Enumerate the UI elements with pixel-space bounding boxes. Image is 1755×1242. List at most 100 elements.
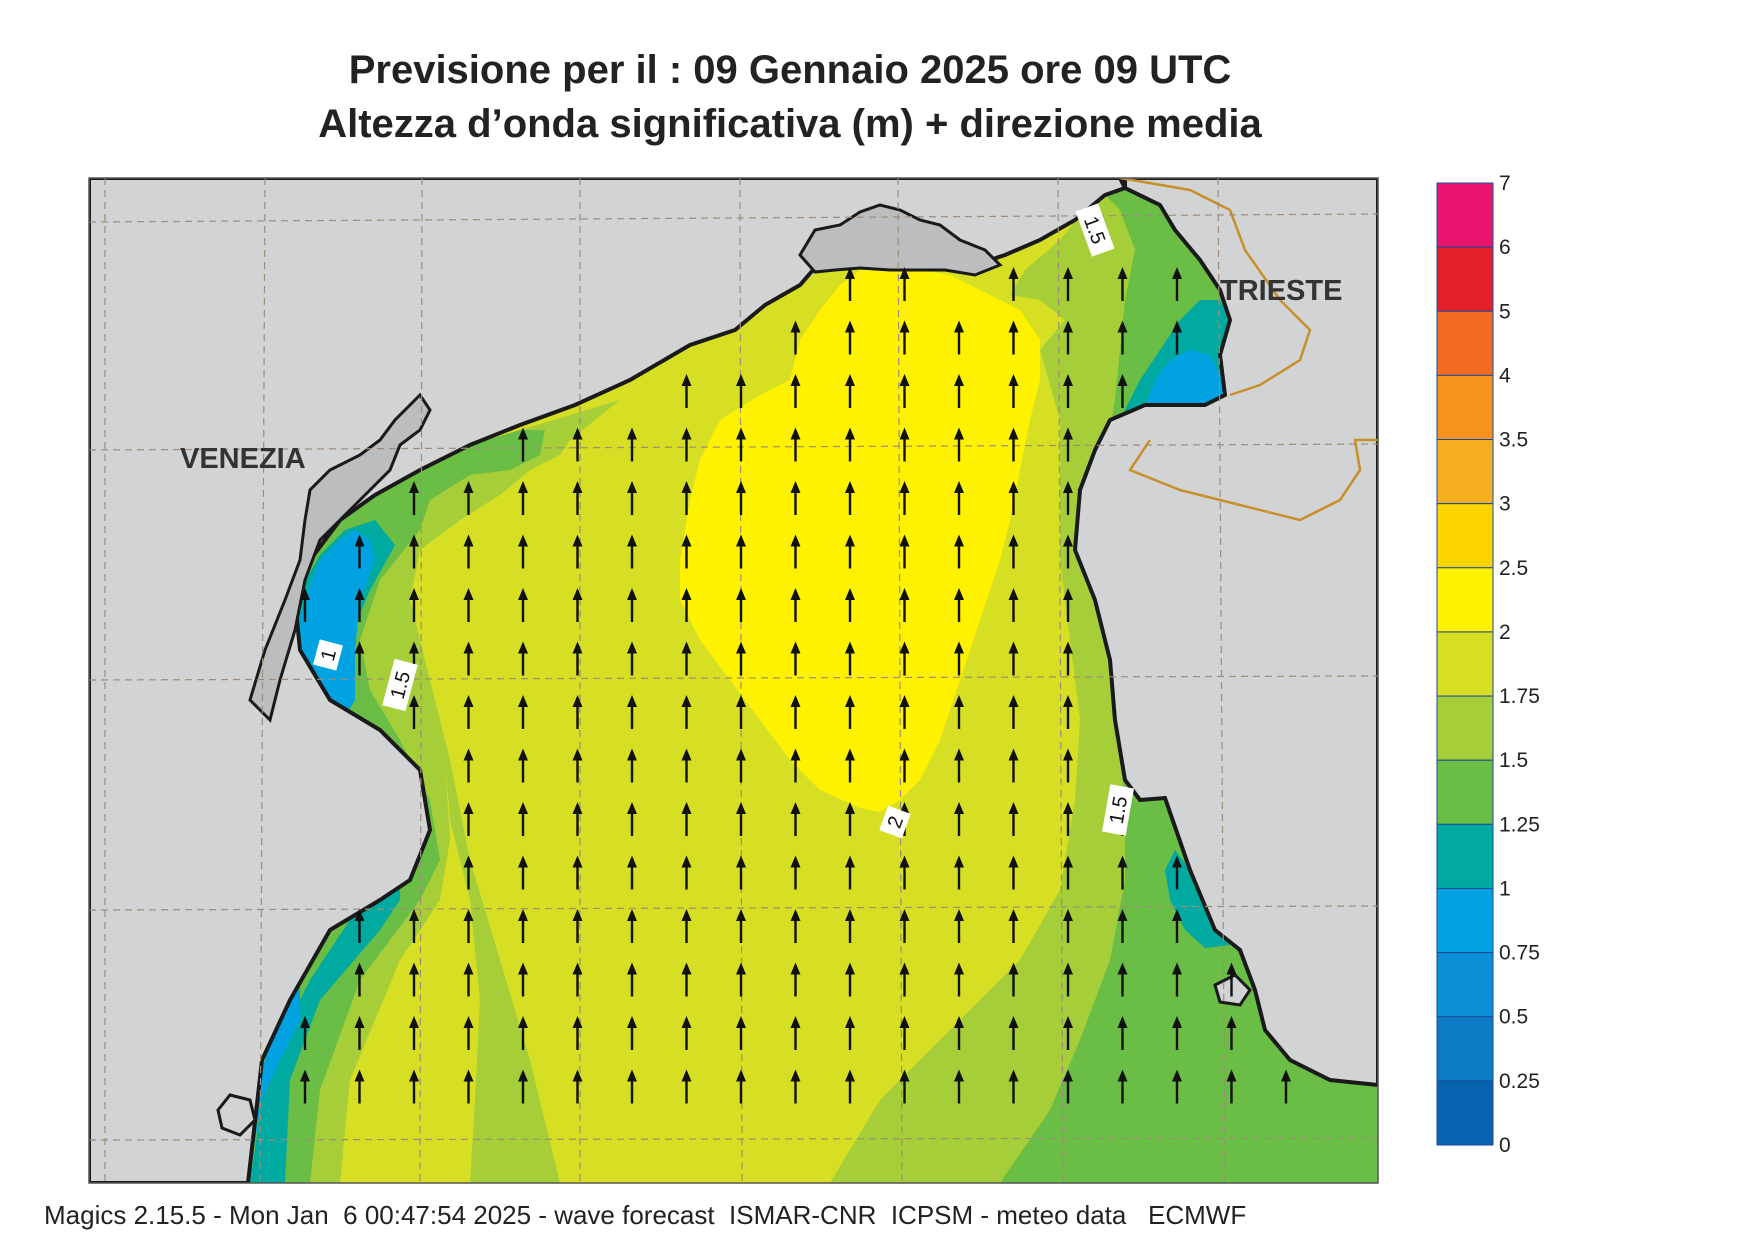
wave-arrow	[1117, 267, 1128, 301]
wave-arrow	[1172, 1016, 1182, 1050]
wave-arrow	[899, 748, 910, 783]
wave-arrow	[790, 962, 801, 997]
wave-arrow	[790, 641, 801, 676]
wave-arrow	[627, 802, 637, 836]
wave-arrow	[681, 588, 692, 622]
wave-arrow	[463, 1069, 474, 1104]
legend-tick-label: 3.5	[1499, 429, 1528, 452]
wave-arrow	[354, 588, 365, 622]
wave-arrow	[572, 748, 583, 783]
wave-arrow	[736, 481, 746, 515]
venice-lagoon	[248, 392, 432, 723]
wave-arrow	[1172, 909, 1182, 943]
wave-arrow	[572, 427, 583, 462]
wave-arrow	[463, 534, 474, 569]
wave-arrow	[1063, 748, 1073, 783]
wave-arrow	[845, 695, 855, 729]
wave-arrow	[954, 855, 964, 890]
wave-arrow	[1226, 1069, 1237, 1104]
wave-arrow	[1172, 962, 1182, 997]
wave-arrow	[1117, 909, 1128, 943]
wave-arrow	[1063, 588, 1073, 622]
wave-arrow	[845, 962, 855, 997]
wave-arrow	[681, 427, 692, 462]
wave-arrow	[463, 481, 474, 515]
wave-arrow	[354, 962, 365, 997]
wave-arrow	[1008, 1069, 1019, 1104]
wave-arrow	[572, 534, 583, 569]
wave-arrow	[681, 534, 692, 569]
wave-arrow	[1008, 427, 1019, 462]
wave-arrow	[572, 1016, 583, 1050]
wave-arrow	[899, 1016, 910, 1050]
wave-arrow	[1063, 962, 1073, 997]
wave-arrow	[845, 855, 855, 890]
wave-arrow	[518, 588, 528, 622]
wave-arrow	[899, 695, 910, 729]
contour-label-2-south: 2	[879, 805, 911, 839]
wave-arrow	[300, 1069, 310, 1104]
wave-arrow	[572, 909, 583, 943]
legend-tick-label: 1.5	[1499, 749, 1528, 772]
graticule	[89, 178, 1378, 1183]
wave-arrow	[518, 641, 528, 676]
wave-arrow	[1063, 374, 1073, 408]
wave-arrow	[463, 695, 474, 729]
wave-arrow	[1063, 320, 1073, 355]
wave-arrow	[463, 909, 474, 943]
wave-arrow	[736, 802, 746, 836]
wave-arrow	[736, 855, 746, 890]
wave-arrow	[409, 1016, 419, 1050]
legend-color-box	[1436, 310, 1494, 376]
legend-tick-label: 6	[1499, 236, 1511, 259]
legend-tick-label: 0.5	[1499, 1006, 1528, 1029]
chart-title: Previsione per il : 09 Gennaio 2025 ore …	[348, 48, 1232, 92]
wave-arrow	[954, 695, 964, 729]
wave-arrow	[899, 427, 910, 462]
wave-arrow	[627, 534, 637, 569]
wave-arrow	[681, 374, 692, 408]
wave-arrow	[790, 802, 801, 836]
wave-arrow	[1063, 1069, 1073, 1104]
wave-arrow	[736, 427, 746, 462]
wave-arrow	[1063, 427, 1073, 462]
wave-arrow	[736, 1069, 746, 1104]
wave-arrow	[736, 1016, 746, 1050]
wave-arrow	[845, 588, 855, 622]
wave-arrow	[300, 1016, 310, 1050]
wave-arrow	[845, 267, 855, 301]
legend-tick-label: 3	[1499, 493, 1511, 516]
wave-arrow	[518, 909, 528, 943]
legend-tick-label: 1	[1499, 877, 1511, 900]
wave-arrow	[681, 641, 692, 676]
wave-arrow	[954, 1069, 964, 1104]
wave-arrow	[790, 374, 801, 408]
wave-arrow	[627, 962, 637, 997]
wave-arrow	[1281, 1069, 1291, 1104]
wave-arrow	[845, 1016, 855, 1050]
wave-arrow	[627, 1016, 637, 1050]
wave-arrow	[518, 1069, 528, 1104]
wave-arrow	[1063, 909, 1073, 943]
wave-arrow	[954, 320, 964, 355]
wave-arrow	[1117, 1069, 1128, 1104]
wave-arrow	[1063, 855, 1073, 890]
wave-arrow	[681, 962, 692, 997]
wave-arrow	[572, 588, 583, 622]
wave-arrow	[899, 962, 910, 997]
wave-arrow	[954, 534, 964, 569]
wave-arrow	[790, 855, 801, 890]
band-15-175-south	[430, 680, 560, 1183]
wave-arrow	[518, 695, 528, 729]
wave-arrow	[790, 588, 801, 622]
land-east	[1072, 178, 1378, 1088]
legend-color-box	[1436, 823, 1494, 889]
wave-arrow	[463, 802, 474, 836]
wave-arrow	[790, 481, 801, 515]
wave-arrow	[518, 534, 528, 569]
wave-arrow	[790, 1069, 801, 1104]
color-legend: 7 6 5 4 3.5 3 2.5 2 1.75 1.5 1.25 1 0.75 0.5 0.25 0	[1436, 172, 1540, 1157]
wave-arrow	[790, 909, 801, 943]
wave-arrow	[899, 534, 910, 569]
wave-arrow	[518, 1016, 528, 1050]
